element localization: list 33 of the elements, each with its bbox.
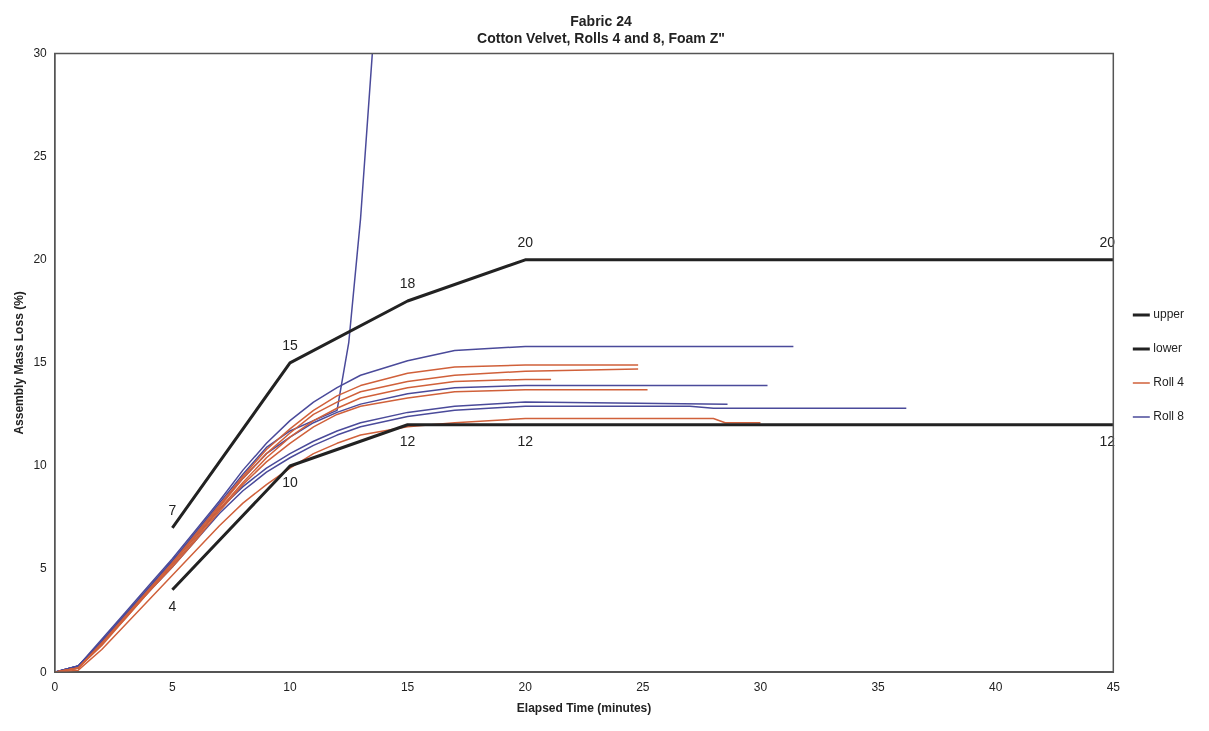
x-tick-label: 5 bbox=[169, 679, 177, 694]
y-tick-label: 30 bbox=[33, 45, 48, 60]
x-axis-title: Elapsed Time (minutes) bbox=[516, 701, 652, 716]
legend-label: lower bbox=[1153, 341, 1182, 356]
y-tick-label: 10 bbox=[33, 458, 48, 473]
chart-subtitle: Cotton Velvet, Rolls 4 and 8, Foam Z" bbox=[477, 30, 725, 47]
x-tick-label: 45 bbox=[1106, 679, 1121, 694]
y-tick-label: 0 bbox=[40, 664, 48, 679]
x-tick-label: 10 bbox=[283, 679, 297, 694]
y-tick-label: 25 bbox=[33, 149, 48, 164]
y-tick-label: 5 bbox=[40, 561, 48, 576]
x-tick-label: 0 bbox=[51, 679, 59, 694]
data-label: 12 bbox=[399, 432, 416, 449]
data-label: 15 bbox=[282, 336, 298, 353]
legend-label: upper bbox=[1153, 307, 1185, 322]
data-label: 12 bbox=[517, 432, 534, 449]
data-label: 20 bbox=[517, 233, 534, 250]
legend-label: Roll 4 bbox=[1153, 375, 1185, 390]
chart-title: Fabric 24 bbox=[570, 13, 632, 30]
y-tick-label: 20 bbox=[33, 252, 48, 267]
y-tick-label: 15 bbox=[33, 355, 48, 370]
x-tick-label: 35 bbox=[871, 679, 886, 694]
y-axis-title: Assembly Mass Loss (%) bbox=[11, 291, 26, 435]
x-tick-label: 20 bbox=[518, 679, 533, 694]
x-tick-label: 40 bbox=[989, 679, 1003, 694]
legend-label: Roll 8 bbox=[1153, 409, 1185, 424]
data-label: 18 bbox=[399, 274, 416, 291]
x-tick-label: 15 bbox=[400, 679, 415, 694]
data-label: 4 bbox=[168, 597, 177, 614]
data-label: 7 bbox=[168, 501, 177, 518]
x-tick-label: 25 bbox=[636, 679, 650, 694]
data-label: 10 bbox=[282, 473, 298, 490]
x-tick-label: 30 bbox=[753, 679, 768, 694]
